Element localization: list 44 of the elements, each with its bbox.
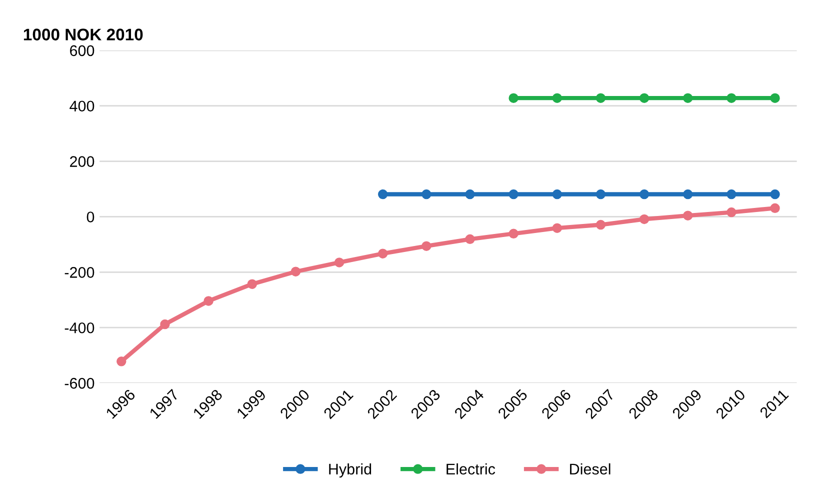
y-tick-label: 200: [70, 156, 94, 167]
legend-label: Hybrid: [329, 463, 372, 478]
point: [422, 189, 432, 200]
point: [378, 189, 388, 200]
point: [683, 93, 693, 103]
point: [508, 189, 518, 200]
point: [639, 93, 650, 103]
legend-label: Electric: [446, 463, 496, 475]
point: [596, 189, 606, 200]
point: [508, 93, 518, 103]
y-tick-label: -200: [64, 267, 94, 278]
point: [508, 228, 518, 238]
y-tick-label: -400: [64, 322, 94, 334]
point: [726, 207, 736, 218]
point: [770, 93, 780, 103]
point: [770, 189, 780, 200]
y-tick-label: -600: [64, 378, 94, 389]
point: [726, 189, 736, 200]
point: [726, 93, 736, 103]
point: [596, 93, 606, 103]
point: [160, 319, 170, 330]
point: [552, 189, 562, 200]
point: [683, 210, 693, 220]
point: [639, 189, 650, 200]
point: [552, 223, 562, 233]
point: [378, 248, 388, 258]
y-tick-label: 400: [70, 100, 94, 112]
point: [465, 189, 475, 200]
point: [290, 266, 301, 276]
point: [596, 220, 606, 230]
point: [465, 234, 475, 244]
point: [116, 356, 126, 366]
legend-label: Diesel: [570, 463, 610, 475]
y-tick-label: 0: [86, 212, 94, 222]
point: [639, 214, 650, 224]
point: [770, 203, 780, 213]
point: [552, 93, 562, 103]
point: [204, 296, 214, 306]
point: [683, 189, 693, 200]
y-tick-label: 600: [70, 45, 94, 56]
point: [334, 258, 344, 268]
point: [422, 241, 432, 251]
y-axis-title: 1000 NOK 2010: [24, 28, 143, 40]
point: [247, 279, 257, 289]
